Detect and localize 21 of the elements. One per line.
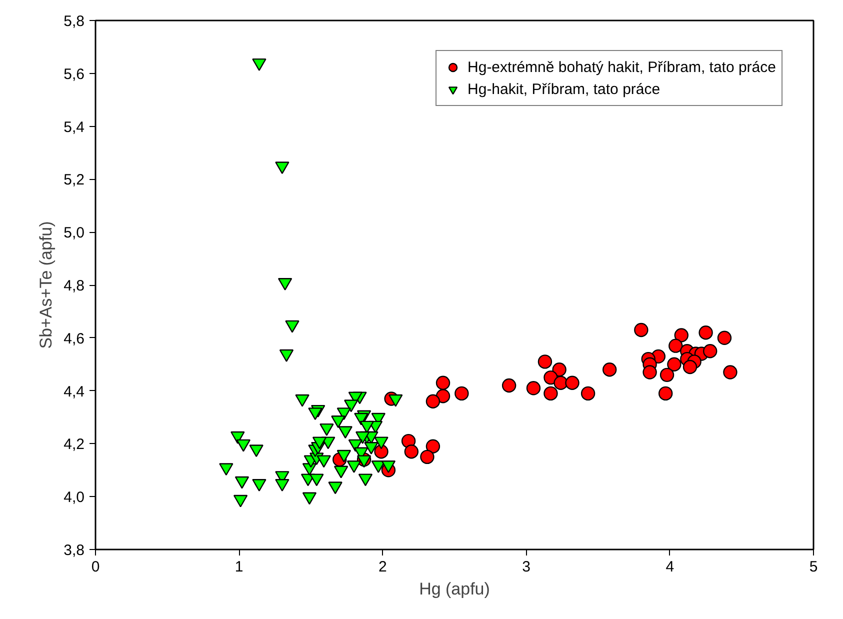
legend-label: Hg-extrémně bohatý hakit, Příbram, tato práce xyxy=(468,58,776,76)
y-tick-label: 4,4 xyxy=(64,383,85,400)
y-tick-label: 5,4 xyxy=(64,118,85,136)
y-tick-label: 3,8 xyxy=(64,542,85,559)
y-tick-label: 4,6 xyxy=(64,330,85,348)
x-axis-title: Hg (apfu) xyxy=(419,580,490,598)
x-tick-label: 2 xyxy=(378,558,387,576)
x-tick-label: 0 xyxy=(91,558,100,576)
x-tick-label: 3 xyxy=(522,558,530,576)
x-tick-label: 4 xyxy=(666,558,674,576)
y-axis-title: Sb+As+Te (apfu) xyxy=(36,221,56,349)
y-tick-label: 5,0 xyxy=(64,224,85,242)
y-tick-label: 4,8 xyxy=(64,278,85,294)
legend-label: Hg-hakit, Příbram, tato práce xyxy=(468,80,660,98)
y-tick-label: 5,6 xyxy=(64,66,85,83)
y-tick-label: 4,2 xyxy=(64,436,85,454)
y-tick-label: 4,0 xyxy=(64,489,85,506)
x-tick-label: 5 xyxy=(809,558,818,576)
y-tick-label: 5,8 xyxy=(64,13,85,30)
x-tick-label: 1 xyxy=(234,558,244,576)
y-tick-label: 5,2 xyxy=(64,172,85,189)
